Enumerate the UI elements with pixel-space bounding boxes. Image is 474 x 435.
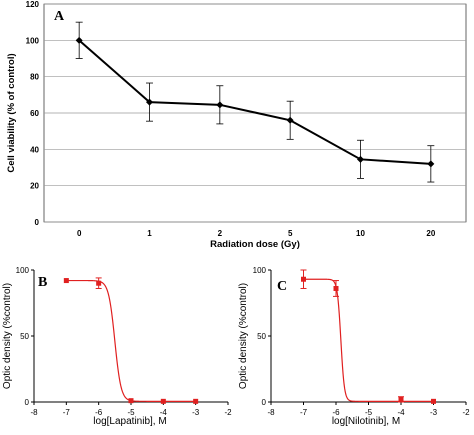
chart-a-point xyxy=(146,98,153,106)
chart-c-axes xyxy=(270,270,466,403)
chart-b-y-tick-label: 0 xyxy=(25,398,30,407)
chart-a-y-tick-label: 60 xyxy=(30,109,39,118)
chart-c-x-ticks: -8 -7 -6 -5 -4 -3 -2 xyxy=(267,402,470,417)
chart-a-x-tick-label: 0 xyxy=(77,229,82,238)
chart-b-x-tick-label: -5 xyxy=(127,408,135,417)
chart-a-y-tick-label: 100 xyxy=(26,36,40,45)
chart-c-x-axis-label: log[Nilotinib], M xyxy=(332,416,400,427)
chart-a-point xyxy=(427,160,435,168)
chart-a-x-tick-label: 10 xyxy=(356,229,365,238)
chart-a-panel-label: A xyxy=(54,9,65,24)
chart-c-x-tick-label: -4 xyxy=(397,408,405,417)
chart-c-y-tick-label: 0 xyxy=(262,398,267,407)
chart-c-y-tick-label: 100 xyxy=(253,266,267,275)
chart-b-point xyxy=(160,398,166,404)
chart-a-x-axis-label: Radiation dose (Gy) xyxy=(210,239,300,250)
chart-a-y-tick-label: 0 xyxy=(35,218,40,227)
chart-b-point xyxy=(193,398,199,404)
chart-c: 0 50 100 -8 -7 -6 -5 -4 -3 -2 C log[Nilotinib], … xyxy=(238,266,470,427)
chart-c-x-tick-label: -6 xyxy=(332,408,340,417)
chart-a-point xyxy=(75,36,83,44)
chart-b-panel-label: B xyxy=(38,275,47,290)
chart-c-x-tick-label: -5 xyxy=(365,408,373,417)
chart-b-x-tick-label: -8 xyxy=(30,408,38,417)
chart-a-x-tick-label: 2 xyxy=(218,229,223,238)
chart-c-x-tick-label: -3 xyxy=(430,408,438,417)
chart-c-x-tick-label: -2 xyxy=(462,408,470,417)
chart-a-x-tick-label: 5 xyxy=(288,229,293,238)
chart-b-fit-curve xyxy=(66,279,196,402)
chart-a-point xyxy=(357,155,364,163)
chart-a-x-tick-label: 20 xyxy=(426,229,435,238)
chart-b-y-tick-label: 50 xyxy=(20,332,29,341)
chart-b: 0 50 100 -8 -7 -6 -5 -4 -3 -2 B log[Lapatinib], … xyxy=(2,266,232,427)
chart-b-x-tick-label: -7 xyxy=(63,408,71,417)
chart-a-y-ticks: 0 20 40 60 80 100 120 xyxy=(26,0,40,227)
chart-c-x-tick-label: -8 xyxy=(267,408,275,417)
chart-b-x-axis-label: log[Lapatinib], M xyxy=(93,416,166,427)
chart-b-point xyxy=(63,278,69,284)
chart-b-x-tick-label: -4 xyxy=(160,408,168,417)
chart-c-y-ticks: 0 50 100 xyxy=(253,266,271,407)
chart-a-y-tick-label: 40 xyxy=(30,145,39,154)
chart-b-y-ticks: 0 50 100 xyxy=(16,266,34,407)
chart-a-grid xyxy=(44,3,466,223)
chart-c-point xyxy=(301,276,306,282)
chart-a-y-tick-label: 120 xyxy=(26,0,40,9)
chart-c-x-tick-label: -7 xyxy=(300,408,308,417)
chart-a-series xyxy=(75,21,435,183)
chart-b-y-axis-label: Optic density (%control) xyxy=(2,283,13,389)
chart-b-series xyxy=(63,277,199,404)
chart-b-x-tick-label: -3 xyxy=(192,408,200,417)
chart-b-x-tick-label: -2 xyxy=(224,408,232,417)
chart-c-point xyxy=(431,398,436,404)
chart-b-point xyxy=(96,280,102,286)
chart-a-y-tick-label: 20 xyxy=(30,182,39,191)
chart-a-point xyxy=(286,116,294,124)
chart-a-x-ticks: 0 1 2 5 10 20 xyxy=(77,229,436,238)
chart-a-series-line xyxy=(78,39,431,165)
chart-c-y-axis-label: Optic density (%control) xyxy=(238,283,249,389)
chart-a-y-axis-label: Cell viability (% of control) xyxy=(6,53,17,172)
chart-c-y-tick-label: 50 xyxy=(257,332,266,341)
chart-c-fit-curve xyxy=(303,278,434,402)
chart-a: 0 20 40 60 80 100 120 0 1 2 5 10 20 A Radiation dos… xyxy=(6,0,467,250)
chart-a-x-tick-label: 1 xyxy=(147,229,152,238)
chart-b-y-tick-label: 100 xyxy=(16,266,30,275)
chart-c-point xyxy=(398,396,404,402)
chart-c-point xyxy=(333,285,339,291)
chart-b-x-tick-label: -6 xyxy=(95,408,103,417)
chart-c-series xyxy=(300,269,436,404)
chart-b-x-ticks: -8 -7 -6 -5 -4 -3 -2 xyxy=(30,402,232,417)
chart-c-panel-label: C xyxy=(277,279,287,294)
chart-a-y-tick-label: 80 xyxy=(30,73,39,82)
chart-b-point xyxy=(128,398,134,404)
chart-a-point xyxy=(216,101,224,109)
chart-b-axes xyxy=(33,270,228,403)
